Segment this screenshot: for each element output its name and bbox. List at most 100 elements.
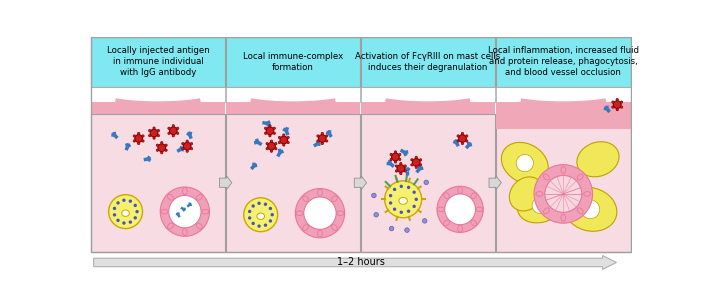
Circle shape (391, 153, 399, 161)
Circle shape (269, 219, 272, 223)
Circle shape (266, 127, 274, 135)
Circle shape (108, 195, 142, 229)
Circle shape (581, 200, 600, 219)
Circle shape (612, 101, 614, 103)
Circle shape (394, 161, 396, 163)
Circle shape (393, 208, 396, 211)
Circle shape (325, 135, 328, 137)
Ellipse shape (517, 188, 563, 223)
Circle shape (129, 220, 132, 224)
Text: Local inflammation, increased fluid
and protein release, phagocytosis,
and blood: Local inflammation, increased fluid and … (488, 46, 639, 77)
Circle shape (156, 149, 158, 151)
Circle shape (420, 164, 422, 166)
Circle shape (410, 164, 413, 166)
Circle shape (190, 148, 193, 150)
Circle shape (270, 213, 274, 216)
Circle shape (133, 140, 135, 142)
Circle shape (172, 135, 175, 137)
Circle shape (248, 210, 251, 213)
Circle shape (410, 159, 413, 161)
Circle shape (129, 200, 132, 203)
Circle shape (400, 211, 403, 214)
Circle shape (461, 132, 464, 135)
Circle shape (620, 106, 623, 108)
Circle shape (177, 132, 179, 134)
Circle shape (457, 135, 459, 137)
Circle shape (269, 125, 271, 127)
Circle shape (321, 132, 323, 135)
Bar (226, 37, 360, 87)
Ellipse shape (399, 197, 408, 204)
Circle shape (400, 185, 403, 188)
Bar (360, 102, 495, 114)
Circle shape (135, 210, 139, 213)
Circle shape (534, 165, 593, 223)
Circle shape (266, 142, 268, 145)
Circle shape (282, 144, 285, 146)
Circle shape (264, 203, 268, 206)
Circle shape (142, 135, 144, 137)
Circle shape (407, 209, 410, 213)
Circle shape (133, 135, 135, 137)
Text: Locally injected antigen
in immune individual
with IgG antibody: Locally injected antigen in immune indiv… (106, 46, 209, 77)
FancyArrow shape (354, 176, 367, 190)
Circle shape (374, 212, 379, 217)
Circle shape (113, 207, 116, 210)
Bar (496, 102, 631, 114)
Circle shape (161, 187, 210, 236)
Circle shape (134, 204, 137, 207)
Circle shape (161, 152, 163, 154)
Ellipse shape (577, 142, 619, 177)
Circle shape (458, 135, 466, 142)
Circle shape (318, 135, 326, 142)
Bar (91, 87, 225, 102)
Circle shape (168, 132, 170, 134)
Circle shape (270, 140, 272, 142)
Circle shape (389, 201, 392, 205)
Circle shape (275, 142, 277, 145)
Circle shape (325, 140, 328, 142)
Circle shape (177, 127, 179, 130)
Circle shape (269, 207, 272, 210)
Circle shape (616, 108, 618, 111)
Circle shape (317, 135, 319, 137)
Circle shape (269, 135, 271, 137)
Circle shape (248, 216, 251, 220)
Circle shape (304, 197, 337, 229)
Circle shape (396, 165, 398, 167)
Circle shape (149, 134, 151, 137)
Circle shape (407, 186, 410, 189)
Bar (360, 114, 495, 252)
Circle shape (137, 142, 140, 145)
Circle shape (186, 150, 189, 152)
Circle shape (420, 159, 422, 161)
Bar (496, 87, 631, 102)
Circle shape (384, 181, 422, 218)
Circle shape (415, 198, 418, 201)
Circle shape (287, 141, 289, 144)
Bar (226, 87, 360, 102)
Bar (360, 87, 495, 102)
Circle shape (172, 125, 175, 127)
Circle shape (264, 223, 268, 227)
Circle shape (400, 172, 402, 175)
Bar (360, 37, 495, 87)
Circle shape (321, 142, 323, 145)
Circle shape (161, 142, 163, 144)
Ellipse shape (257, 213, 265, 220)
Circle shape (134, 216, 137, 220)
Circle shape (461, 142, 464, 145)
Circle shape (153, 137, 155, 139)
Text: Activation of FcγRIII on mast cells
induces their degranulation: Activation of FcγRIII on mast cells indu… (355, 52, 501, 72)
Circle shape (465, 135, 468, 137)
Circle shape (273, 132, 275, 134)
Circle shape (457, 140, 459, 142)
Circle shape (413, 205, 416, 208)
Circle shape (296, 188, 345, 238)
Circle shape (404, 165, 406, 167)
Circle shape (612, 106, 614, 108)
FancyArrow shape (489, 176, 501, 190)
Circle shape (389, 226, 394, 231)
Circle shape (413, 191, 416, 194)
Circle shape (258, 202, 260, 205)
